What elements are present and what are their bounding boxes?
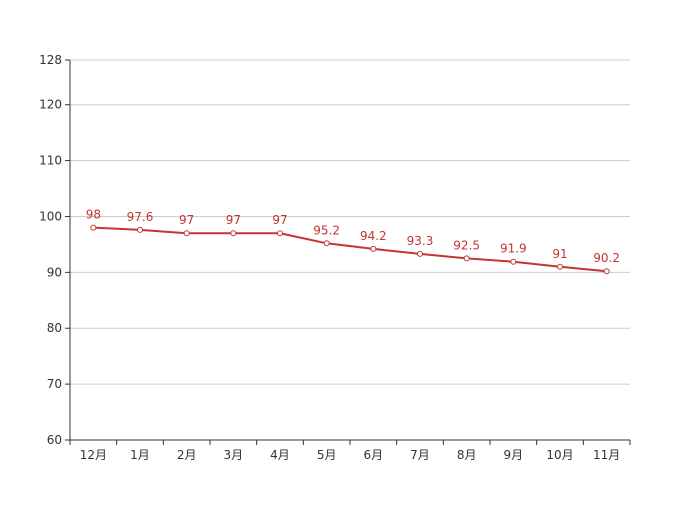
x-tick-label: 11月: [593, 448, 620, 462]
data-point: [277, 230, 283, 237]
data-label: 94.2: [360, 229, 387, 243]
data-point: [137, 226, 143, 233]
x-tick-label: 2月: [177, 448, 197, 462]
axes: 60 70 80 90 100 110 120 128 12月 1月 2月 3月 4月 5月 6月 7月 8月 9…: [39, 53, 631, 462]
data-label: 97.6: [127, 210, 154, 224]
grid-lines: [70, 59, 630, 441]
y-tick-label: 90: [47, 265, 62, 279]
y-tick-label: 60: [47, 433, 62, 447]
data-point: [510, 258, 517, 265]
data-point: [557, 263, 563, 270]
data-label: 95.2: [313, 223, 340, 237]
data-point: [230, 230, 237, 237]
y-tick-label: 128: [39, 53, 62, 67]
data-point: [370, 245, 377, 252]
data-label: 97: [226, 213, 241, 227]
x-tick-label: 10月: [546, 448, 573, 462]
data-point: [323, 240, 330, 247]
series-line-group: [90, 224, 610, 275]
data-point: [463, 255, 470, 262]
y-tick-label: 80: [47, 321, 62, 335]
data-label: 90.2: [593, 251, 620, 265]
data-label: 97: [272, 213, 287, 227]
x-tick-label: 6月: [364, 448, 384, 462]
y-tick-label: 100: [39, 209, 62, 223]
data-label: 97: [179, 213, 194, 227]
y-tick-label: 120: [39, 98, 62, 112]
data-label: 91: [552, 247, 567, 261]
data-label: 93.3: [407, 234, 434, 248]
x-tick-label: 1月: [130, 448, 150, 462]
data-label: 98: [86, 208, 101, 222]
data-point: [90, 224, 97, 231]
y-tick-label: 70: [47, 377, 62, 391]
data-point: [417, 250, 423, 257]
data-label: 91.9: [500, 242, 527, 256]
data-labels: 98 97.6 97 97 97 95.2 94.2 93.3 92.5 91.9 91 90.2: [86, 208, 620, 266]
data-label: 92.5: [453, 238, 480, 252]
x-tick-label: 5月: [317, 448, 337, 462]
x-tick-label: 8月: [457, 448, 477, 462]
data-point: [603, 268, 610, 275]
series-line: [93, 226, 607, 273]
data-point: [183, 230, 190, 237]
x-tick-label: 3月: [224, 448, 244, 462]
x-tick-label: 9月: [504, 448, 524, 462]
x-tick-label: 7月: [410, 448, 430, 462]
x-tick-label: 4月: [270, 448, 290, 462]
y-tick-label: 110: [39, 154, 62, 168]
x-tick-label: 12月: [80, 448, 107, 462]
